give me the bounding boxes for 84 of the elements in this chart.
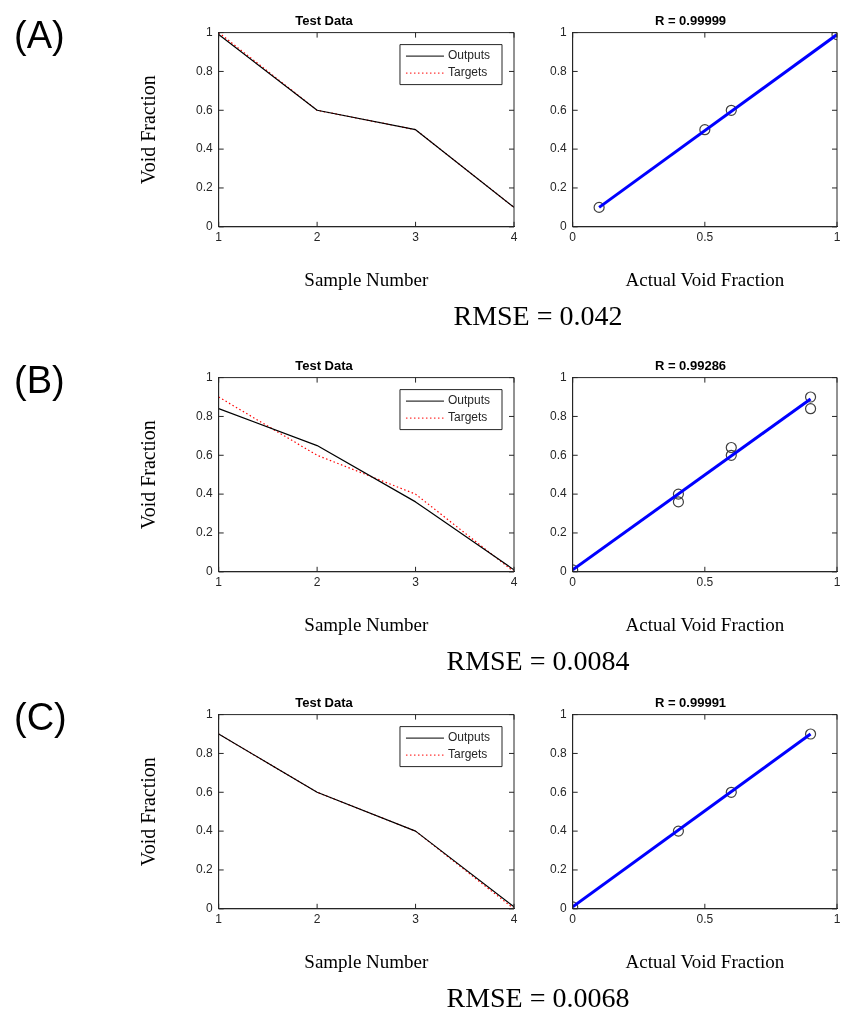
- x-tick-label: 0.5: [696, 912, 714, 927]
- y-tick-label: 0.4: [195, 823, 213, 838]
- x-tick-label: 0.5: [696, 230, 714, 245]
- y-tick-label: 0: [205, 219, 213, 234]
- x-tick-label: 4: [510, 230, 518, 245]
- y-tick-label: 0.6: [195, 102, 213, 117]
- legend-label: Targets: [447, 410, 488, 425]
- x-tick-label: 0: [569, 912, 577, 927]
- x-tick-label: 3: [412, 912, 420, 927]
- x-axis-title: Sample Number: [304, 268, 430, 290]
- y-tick-label: 0.2: [195, 180, 213, 195]
- y-tick-label: 0.8: [195, 63, 213, 78]
- chart-title: R = 0.99999: [654, 13, 727, 29]
- x-tick-label: 1: [833, 230, 841, 245]
- y-tick-label: 1: [559, 706, 567, 721]
- y-tick-label: 0.6: [195, 447, 213, 462]
- x-tick-label: 1: [215, 912, 223, 927]
- y-tick-label: 0.2: [195, 525, 213, 540]
- y-tick-label: 0.4: [549, 486, 567, 501]
- x-tick-label: 2: [313, 230, 321, 245]
- x-tick-label: 3: [412, 575, 420, 590]
- x-tick-label: 1: [833, 575, 841, 590]
- y-tick-label: 0.4: [549, 141, 567, 156]
- y-tick-label: 0: [559, 564, 567, 579]
- y-tick-label: 0.8: [195, 745, 213, 760]
- y-tick-label: 0.6: [549, 784, 567, 799]
- y-axis-title: Void Fraction: [137, 75, 160, 185]
- chart-title: Test Data: [295, 695, 354, 711]
- y-tick-label: 0.4: [195, 486, 213, 501]
- legend-label: Outputs: [447, 393, 491, 408]
- x-axis-title: Actual Void Fraction: [625, 613, 785, 635]
- x-tick-label: 3: [412, 230, 420, 245]
- x-tick-label: 4: [510, 575, 518, 590]
- y-tick-label: 0.2: [549, 862, 567, 877]
- x-tick-label: 0: [569, 230, 577, 245]
- legend-label: Outputs: [447, 730, 491, 745]
- y-tick-label: 0.8: [549, 408, 567, 423]
- y-tick-label: 0: [205, 564, 213, 579]
- y-tick-label: 0: [205, 901, 213, 916]
- y-tick-label: 0.6: [549, 447, 567, 462]
- x-tick-label: 2: [313, 575, 321, 590]
- x-tick-label: 1: [215, 230, 223, 245]
- y-tick-label: 1: [559, 24, 567, 39]
- y-tick-label: 0: [559, 219, 567, 234]
- x-tick-label: 4: [510, 912, 518, 927]
- y-tick-label: 0.4: [549, 823, 567, 838]
- x-axis-title: Actual Void Fraction: [625, 950, 785, 972]
- text: (C): [14, 695, 67, 739]
- y-tick-label: 0.8: [195, 408, 213, 423]
- y-axis-title: Void Fraction: [137, 757, 160, 867]
- y-tick-label: 0.6: [195, 784, 213, 799]
- y-tick-label: 0.8: [549, 63, 567, 78]
- legend-label: Targets: [447, 747, 488, 762]
- x-axis-title: Sample Number: [304, 950, 430, 972]
- text: (A): [14, 13, 65, 57]
- y-axis-title: Void Fraction: [137, 420, 160, 530]
- x-tick-label: 0: [569, 575, 577, 590]
- text: RMSE = 0.0068: [445, 982, 631, 1013]
- x-tick-label: 1: [215, 575, 223, 590]
- y-tick-label: 0.2: [549, 180, 567, 195]
- y-tick-label: 0.6: [549, 102, 567, 117]
- y-tick-label: 1: [205, 24, 213, 39]
- chart-title: Test Data: [295, 358, 354, 374]
- y-tick-label: 0.2: [195, 862, 213, 877]
- x-tick-label: 0.5: [696, 575, 714, 590]
- y-tick-label: 0.8: [549, 745, 567, 760]
- y-tick-label: 0: [559, 901, 567, 916]
- text: RMSE = 0.0084: [445, 645, 631, 677]
- text: RMSE = 0.042: [452, 300, 624, 332]
- y-tick-label: 0.2: [549, 525, 567, 540]
- legend-label: Targets: [447, 65, 488, 80]
- text: (B): [14, 358, 65, 402]
- y-tick-label: 1: [205, 706, 213, 721]
- y-tick-label: 1: [559, 369, 567, 384]
- x-tick-label: 1: [833, 912, 841, 927]
- x-axis-title: Actual Void Fraction: [625, 268, 785, 290]
- legend-label: Outputs: [447, 48, 491, 63]
- chart-title: Test Data: [295, 13, 354, 29]
- chart-title: R = 0.99286: [654, 358, 727, 374]
- y-tick-label: 0.4: [195, 141, 213, 156]
- y-tick-label: 1: [205, 369, 213, 384]
- x-tick-label: 2: [313, 912, 321, 927]
- chart-title: R = 0.99991: [654, 695, 727, 711]
- x-axis-title: Sample Number: [304, 613, 430, 635]
